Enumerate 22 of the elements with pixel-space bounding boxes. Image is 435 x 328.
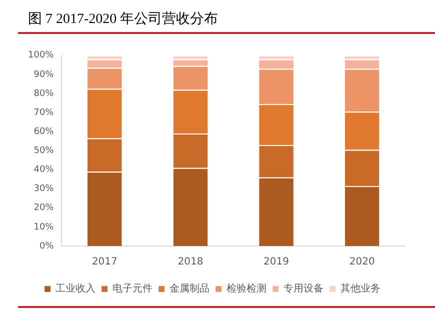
y-tick-label: 30% — [34, 184, 54, 194]
legend-label: 电子元件 — [112, 282, 152, 295]
x-tick-label: 2020 — [349, 256, 375, 268]
y-tick-label: 20% — [34, 203, 54, 214]
y-tick-label: 80% — [34, 88, 54, 99]
y-tick-label: 70% — [34, 108, 54, 118]
legend-label: 工业收入 — [56, 282, 96, 295]
legend-label: 专用设备 — [284, 282, 324, 295]
chart-title: 图 7 2017-2020 年公司营收分布 — [28, 10, 218, 28]
y-tick-label: 40% — [34, 165, 54, 176]
y-tick-label: 60% — [34, 126, 54, 137]
x-tick-label: 2018 — [178, 256, 204, 268]
legend-label: 金属制品 — [170, 282, 210, 295]
legend-label: 检验检测 — [226, 282, 266, 295]
legend-label: 其他业务 — [340, 282, 380, 295]
y-tick-label: 100% — [28, 50, 54, 61]
y-tick-label: 10% — [34, 222, 54, 232]
x-tick-label: 2019 — [264, 256, 289, 268]
y-tick-label: 50% — [34, 146, 54, 156]
y-tick-label: 0% — [39, 241, 54, 252]
x-tick-label: 2017 — [92, 256, 118, 268]
y-tick-label: 90% — [34, 70, 54, 80]
